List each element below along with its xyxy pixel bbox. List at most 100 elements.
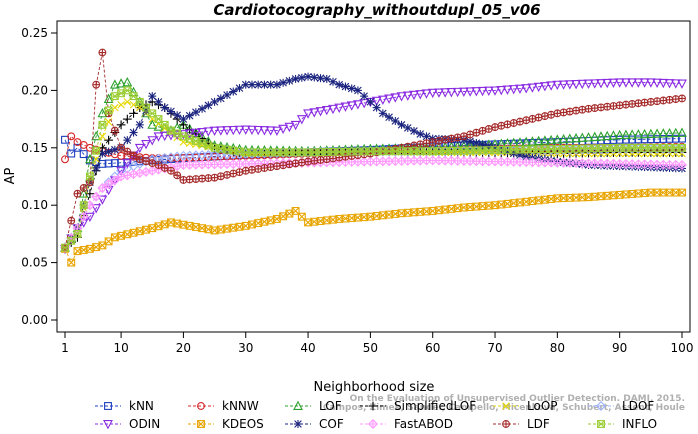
point-kdeos-95 [646,188,655,197]
point-odin-86 [589,79,600,89]
legend-label-fastabod: FastABOD [394,417,453,431]
point-ldf-23 [198,174,207,183]
point-inflo-66 [466,146,475,155]
point-kdeos-20 [179,220,188,229]
point-odin-85 [583,79,594,89]
point-cof-39 [297,73,306,82]
point-lof-90 [614,129,625,140]
point-kdeos-80 [553,194,562,203]
point-ldf-12 [129,151,138,160]
point-lof-89 [608,130,619,140]
point-inflo-29 [235,147,244,156]
legend-swatch-ldof-icon [596,401,606,411]
point-kdeos-60 [428,206,437,215]
point-odin-88 [602,78,613,89]
point-ldf-33 [260,164,269,172]
y-tick-label-5: 0.25 [21,26,48,40]
point-inflo-74 [516,145,524,154]
point-knnw-4 [79,140,88,149]
point-ldf-39 [297,158,306,167]
point-inflo-100 [678,143,686,152]
point-ldf-29 [235,168,244,177]
point-cof-6 [92,163,101,172]
point-kdeos-87 [597,192,605,201]
point-ldf-60 [428,138,437,147]
series-odin [60,78,687,255]
point-ldf-30 [241,166,250,175]
legend-item-knn: kNN [95,399,154,413]
point-kdeos-25 [210,226,219,235]
x-tick-label-40: 40 [300,341,315,355]
point-cof-34 [266,80,275,89]
point-kdeos-10 [117,231,126,240]
point-fastabod-7 [97,183,108,193]
point-cof-45 [335,80,344,89]
point-odin-81 [558,80,569,90]
point-simplifiedlof-11 [122,114,132,124]
point-cof-8 [104,147,113,156]
point-inflo-25 [210,143,219,152]
point-lof-87 [596,131,606,141]
point-kdeos-94 [640,189,649,197]
point-odin-89 [608,78,619,88]
point-kdeos-4 [79,246,88,254]
point-kdeos-77 [534,196,543,205]
legend-swatch-inflo-icon [597,420,605,428]
point-kdeos-76 [528,197,537,206]
point-ldf-2 [67,216,76,225]
point-odin-29 [234,125,245,136]
point-odin-21 [184,129,195,139]
legend-item-lof: LOF [285,399,342,413]
point-odin-44 [328,104,338,115]
point-cof-28 [229,87,238,96]
point-kdeos-100 [678,188,686,197]
point-odin-92 [627,78,638,88]
point-odin-95 [645,78,656,88]
point-kdeos-90 [615,190,624,199]
point-inflo-3 [73,229,82,238]
point-cof-26 [216,94,225,103]
point-cof-32 [254,80,263,89]
point-ldf-11 [123,147,132,156]
legend-item-cof: COF [285,417,344,431]
point-kdeos-71 [497,200,506,209]
point-kdeos-81 [559,194,568,203]
point-knn-100 [678,134,686,143]
point-odin-24 [203,127,214,137]
point-inflo-17 [160,120,169,129]
point-kdeos-70 [491,201,499,210]
point-kdeos-62 [441,205,450,214]
point-inflo-43 [322,148,331,156]
point-odin-99 [670,79,681,89]
series-line-odin [64,81,683,250]
point-ldf-75 [522,116,531,125]
legend-label-lof: LOF [319,399,342,413]
x-tick-label-30: 30 [238,341,253,355]
point-kdeos-83 [572,193,581,202]
point-odin-45 [334,103,345,114]
point-knn-3 [73,143,82,152]
x-tick-label-60: 60 [425,341,440,355]
series-ldf [61,48,686,252]
point-kdeos-46 [341,214,350,223]
point-cof-48 [353,86,362,95]
point-lof-82 [564,133,575,143]
point-ldf-6 [92,80,101,89]
point-cof-49 [360,92,369,101]
point-odin-68 [477,86,488,97]
point-inflo-18 [166,126,175,135]
point-ldf-37 [285,160,294,169]
point-odin-80 [552,80,563,91]
point-ldf-36 [279,161,288,170]
point-inflo-72 [503,145,512,154]
point-kdeos-23 [198,224,207,233]
point-knn-11 [123,158,132,167]
point-ldf-70 [491,123,499,132]
point-odin-31 [247,125,257,136]
x-tick-label-1: 1 [61,341,69,355]
point-ldf-61 [434,136,443,145]
point-kdeos-12 [129,228,138,237]
point-odin-74 [515,84,525,94]
point-inflo-15 [148,109,157,118]
point-odin-25 [209,126,220,136]
